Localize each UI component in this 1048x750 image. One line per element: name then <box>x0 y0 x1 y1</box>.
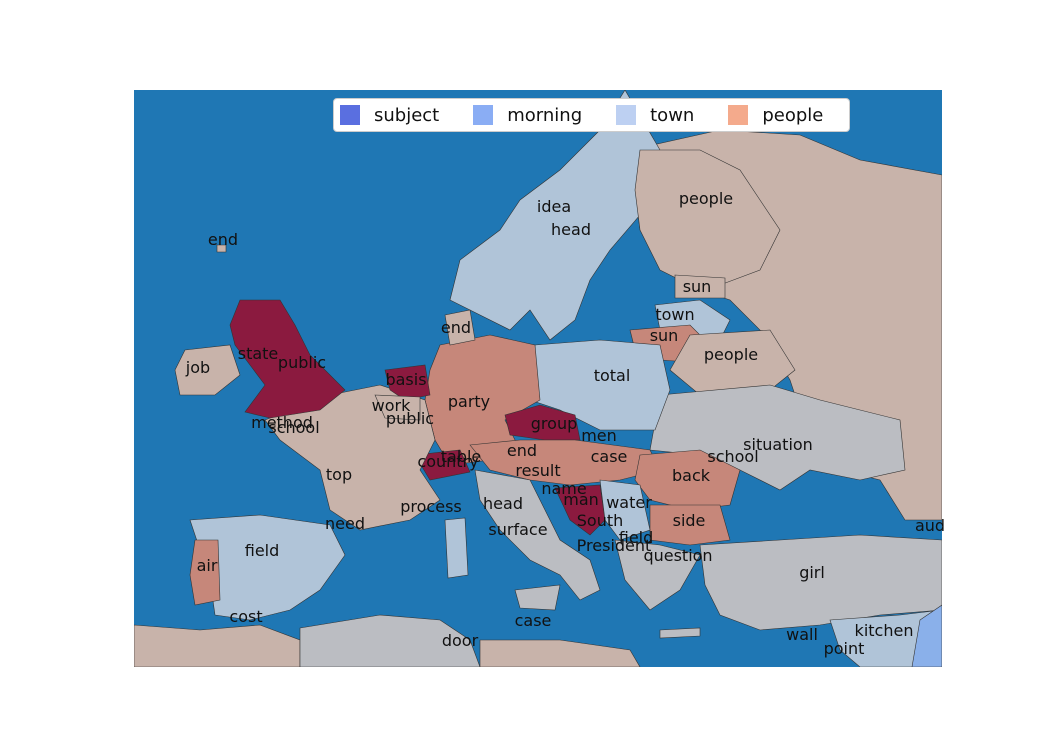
map-label: group <box>530 414 578 433</box>
map-label: work <box>371 396 411 415</box>
map-label: aud <box>914 516 946 535</box>
map-label: top <box>325 465 353 484</box>
map-label: people <box>678 189 734 208</box>
region-sardinia <box>444 517 469 579</box>
map-label: South <box>576 511 624 530</box>
map-label: water <box>606 493 652 512</box>
map-label: job <box>185 358 211 377</box>
region-algeria <box>299 614 481 667</box>
legend-item-morning: morning <box>473 105 582 126</box>
region-faroe <box>216 244 227 253</box>
legend-swatch-town <box>616 105 637 125</box>
map-label: head <box>551 220 591 239</box>
region-bulgaria <box>649 504 731 546</box>
legend: subject morning town people <box>333 98 850 132</box>
region-east-bottom <box>911 604 942 667</box>
map-label: sun <box>682 277 712 296</box>
map-label: method <box>251 413 313 432</box>
region-crete <box>659 627 701 639</box>
map-label: name <box>541 479 587 498</box>
map-label: basis <box>385 370 427 389</box>
map-label: situation <box>743 435 813 454</box>
map-label: school <box>707 447 759 466</box>
map-label: air <box>196 556 218 575</box>
map-label: public <box>277 353 327 372</box>
map-label: point <box>823 639 865 658</box>
region-ireland <box>174 344 241 396</box>
legend-swatch-subject <box>340 105 360 125</box>
region-estonia <box>674 274 726 299</box>
map-label: field <box>244 541 280 560</box>
map-label: table <box>440 447 482 466</box>
region-portugal <box>189 539 221 606</box>
region-uk <box>229 299 346 419</box>
map-label: people <box>703 345 759 364</box>
map-label: question <box>643 546 713 565</box>
map-label: side <box>672 511 706 530</box>
map-label: total <box>593 366 631 385</box>
map-label: back <box>671 466 711 485</box>
map-label: wall <box>786 625 818 644</box>
region-italy <box>474 469 601 601</box>
map-label: case <box>514 611 552 630</box>
map-label: result <box>515 461 561 480</box>
map-label: President <box>576 536 652 555</box>
region-greece <box>614 539 701 611</box>
map-label: need <box>325 514 365 533</box>
map-label: school <box>268 418 320 437</box>
map-label: men <box>581 426 617 445</box>
map-label: party <box>447 392 491 411</box>
map-label: idea <box>536 197 572 216</box>
map-label: cost <box>229 607 263 626</box>
map-label: field <box>618 528 654 547</box>
map-label: sun <box>649 326 679 345</box>
map-label: country <box>417 452 479 471</box>
region-scandinavia <box>449 90 661 341</box>
map-label: end <box>207 230 239 249</box>
map-label: end <box>440 318 472 337</box>
map-label: girl <box>799 563 825 582</box>
map-label: process <box>400 497 462 516</box>
region-turkey <box>699 534 942 631</box>
map-label: end <box>506 441 538 460</box>
region-switzerland <box>414 449 471 481</box>
region-belgium <box>374 394 421 421</box>
region-france <box>264 384 441 531</box>
legend-item-people: people <box>728 105 823 126</box>
region-poland <box>529 339 671 431</box>
map-label: man <box>563 490 599 509</box>
map-label: kitchen <box>854 621 914 640</box>
region-balkans <box>554 484 606 536</box>
region-libya <box>479 639 641 667</box>
map-label: town <box>655 305 695 324</box>
map-label: surface <box>488 520 548 539</box>
map-label: public <box>385 409 435 428</box>
region-north-africa <box>134 624 301 667</box>
legend-item-subject: subject <box>340 105 439 126</box>
map-label: door <box>441 631 479 650</box>
legend-label-morning: morning <box>507 104 583 126</box>
europe-map <box>134 90 942 667</box>
legend-swatch-people <box>728 105 749 125</box>
legend-swatch-morning <box>473 105 494 125</box>
region-denmark <box>444 309 476 346</box>
legend-item-town: town <box>616 105 694 126</box>
map-label: case <box>590 447 628 466</box>
region-middle-east <box>829 609 942 667</box>
map-label: head <box>483 494 523 513</box>
legend-label-town: town <box>650 104 695 126</box>
legend-label-people: people <box>762 104 824 126</box>
legend-label-subject: subject <box>374 104 440 126</box>
map-label: state <box>237 344 279 363</box>
region-serbia <box>599 479 651 541</box>
region-czech <box>504 404 581 441</box>
region-sicily <box>514 584 561 611</box>
map-frame <box>134 90 942 667</box>
